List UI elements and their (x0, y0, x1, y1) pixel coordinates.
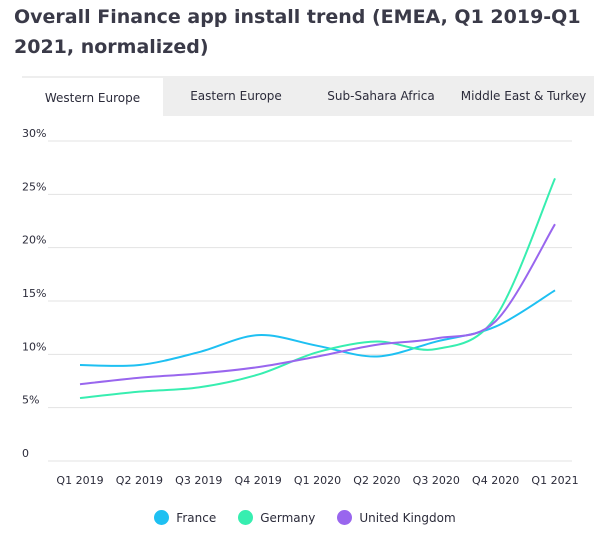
y-tick-label: 20% (22, 234, 46, 247)
x-tick-label: Q4 2019 (235, 474, 282, 487)
y-tick-label: 30% (22, 127, 46, 140)
tab-eastern-europe[interactable]: Eastern Europe (190, 89, 282, 103)
chart-title: Overall Finance app install trend (EMEA,… (14, 6, 581, 58)
chart-legend: France Germany United Kingdom (0, 510, 610, 525)
x-tick-label: Q1 2021 (531, 474, 578, 487)
legend-item-germany[interactable]: Germany (238, 510, 315, 525)
x-tick-label: Q2 2020 (353, 474, 400, 487)
y-tick-label: 10% (22, 340, 46, 353)
x-tick-label: Q1 2020 (294, 474, 341, 487)
x-tick-label: Q3 2020 (413, 474, 460, 487)
legend-label-france: France (176, 510, 217, 525)
series-line-united-kingdom (79, 223, 556, 386)
region-tabs: Western Europe Eastern Europe Sub-Sahara… (22, 76, 594, 116)
line-chart: 0 5% 10% 15% 20% 25% 30% Q1 2019 Q2 2019 Q3 2019 Q… (22, 127, 579, 487)
tab-western-europe[interactable]: Western Europe (22, 76, 163, 116)
legend-item-france[interactable]: France (154, 510, 216, 525)
legend-item-united-kingdom[interactable]: United Kingdom (337, 510, 456, 525)
y-tick-label: 25% (22, 180, 46, 193)
legend-label-united-kingdom: United Kingdom (359, 510, 456, 525)
y-tick-label: 5% (22, 394, 39, 407)
legend-label-germany: Germany (260, 510, 316, 525)
legend-marker-germany (238, 510, 254, 525)
x-tick-label: Q3 2019 (175, 474, 222, 487)
y-tick-label: 15% (22, 287, 46, 300)
x-tick-label: Q2 2019 (116, 474, 163, 487)
x-tick-label: Q4 2020 (472, 474, 519, 487)
y-tick-label: 0 (22, 447, 29, 460)
x-tick-label: Q1 2019 (56, 474, 103, 487)
legend-marker-united-kingdom (337, 510, 353, 525)
series-line-germany (79, 177, 556, 400)
tab-sub-sahara-africa[interactable]: Sub-Sahara Africa (327, 89, 435, 103)
tab-middle-east-turkey[interactable]: Middle East & Turkey (460, 89, 587, 103)
legend-marker-france (154, 510, 170, 525)
